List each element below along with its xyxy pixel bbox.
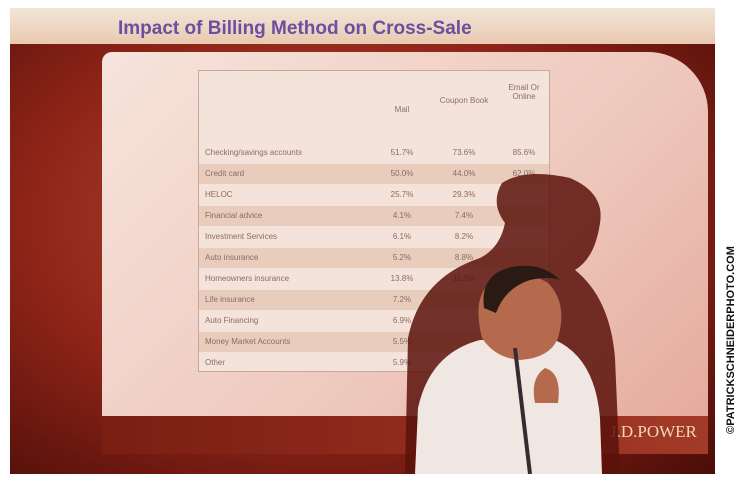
photo: Impact of Billing Method on Cross-Sale J… <box>10 8 715 474</box>
photo-credit: ©PATRICKSCHNEIDERPHOTO.COM <box>725 246 737 434</box>
figures <box>10 8 715 474</box>
photo-scene: Impact of Billing Method on Cross-Sale J… <box>0 0 743 482</box>
shirt <box>415 340 602 474</box>
